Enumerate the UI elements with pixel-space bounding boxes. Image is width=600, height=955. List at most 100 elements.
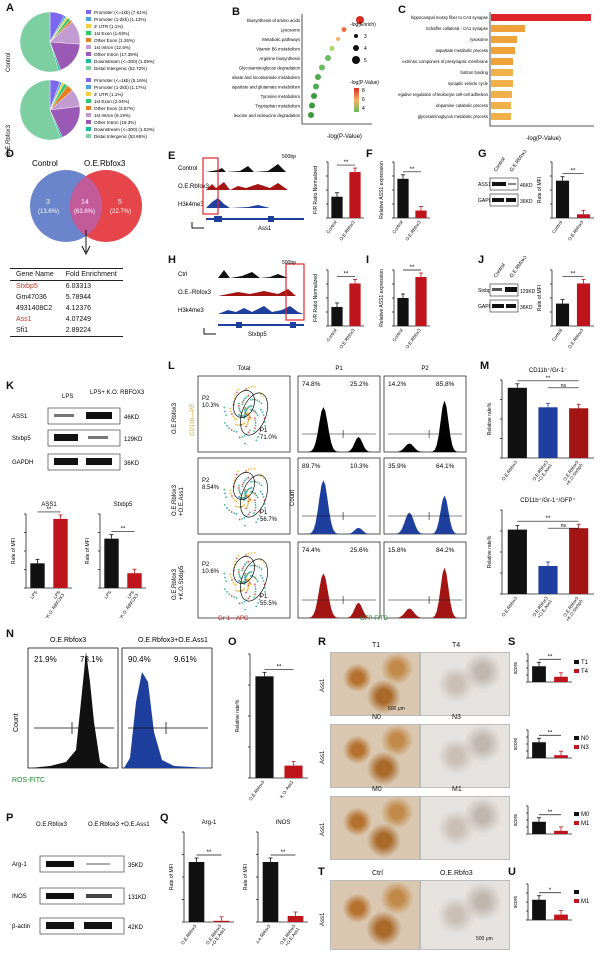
tick-label: O.E.Rbfox3 (567, 327, 585, 349)
bar (491, 80, 513, 87)
bar (491, 91, 512, 98)
gate-pct: 64.1% (436, 463, 455, 470)
chart-s-1: score ** T1 T4 (513, 653, 589, 683)
panel-label-u: U (508, 866, 516, 878)
venn-left-name: Control (32, 159, 58, 168)
panel-label-i: I (366, 254, 370, 266)
chart-title: ASS1 (41, 502, 57, 508)
chart-ylabel: score (513, 738, 519, 750)
panel-label-m: M (480, 360, 490, 372)
flow-ylabel-hist: Count (290, 490, 296, 506)
tick-label: O.E.Rbfox3 (404, 219, 422, 241)
bar (491, 25, 525, 32)
gate-label: 56.7% (260, 517, 278, 523)
ihc-label: N0 (372, 714, 381, 721)
bubble-point (341, 27, 347, 32)
tick-label: o.e Rbfox3 (255, 923, 272, 944)
panel-label-j: J (478, 254, 485, 266)
panel-c-bar-chart: hippocampal mossy fiber to CA3 synapse Sc… (398, 12, 594, 142)
significance-marker: ** (571, 271, 576, 277)
svg-text:129KD: 129KD (520, 289, 536, 295)
svg-text:O.E.Rbfox3: O.E.Rbfox3 (509, 256, 529, 279)
pie-legend-entry: 1st Exon (1.63%) (94, 31, 130, 36)
significance-marker: ** (546, 376, 551, 382)
panel-g-blot: Control O.E.Rbfox3 ASS1 GAPDH 46KD 36KD (478, 150, 533, 207)
gene-name: Ass1 (258, 226, 272, 232)
pie-legend-entry: 3' UTR (1.1%) (94, 92, 123, 97)
bubble-term: Biosynthesis of amino acids (247, 18, 300, 23)
panel-b-size-title: -log(Enrich) (350, 22, 376, 28)
venn-right-pct: (22.7%) (110, 209, 131, 215)
svg-text:21.9%: 21.9% (34, 655, 57, 664)
bubble-term: Tyrosine metabolism (261, 94, 301, 99)
table-header-gene: Gene Name (16, 271, 54, 278)
significance-marker: ** (281, 850, 286, 856)
panel-label-d: D (6, 148, 14, 160)
svg-text:O.E.Rbfox3: O.E.Rbfox3 (50, 637, 86, 644)
pie-legend-entry: Downstream (<=300) (1.02%) (94, 127, 155, 132)
panel-label-b: B (232, 6, 240, 18)
chart-ylabel: score (513, 662, 519, 674)
tick-label: Control (325, 328, 337, 343)
bubble-term: Lysosome (281, 28, 301, 33)
histogram (386, 495, 464, 534)
legend-entry: M1 (581, 821, 590, 827)
svg-text:5: 5 (364, 58, 367, 64)
chart-title: Stxbp5 (114, 502, 133, 508)
bar (554, 830, 568, 834)
svg-text:6: 6 (362, 97, 365, 103)
tick-label: O.E.Rbfox3 (338, 219, 356, 241)
bar (491, 14, 591, 21)
chart-e-bar: F/R Ratio Normalized Control O.E.Rbfox3 ** (313, 160, 364, 242)
significance-marker: ** (546, 516, 551, 522)
bubble-point (336, 37, 340, 41)
venn-mid-count: 14 (81, 199, 89, 206)
bar-term: hippocampal mossy fiber to CA3 synapse (411, 15, 489, 20)
pie-legend-entry: 1st Intron (9.19%) (94, 113, 131, 118)
chart-ylabel: Relative rate% (487, 402, 493, 435)
legend-entry: M0 (581, 812, 590, 818)
legend-entry: T4 (581, 669, 589, 675)
gate-label: P1 (260, 510, 268, 516)
pie-legend-entry: Promoter (1-2kb) (1.13%) (94, 17, 147, 22)
track-label: H3k4me3 (178, 308, 204, 314)
panel-label-c: C (398, 4, 406, 16)
pie-legend-entry: Other Intron (19.3%) (94, 120, 136, 125)
chart-ylabel: Relative ASS1 expression (379, 269, 385, 327)
panel-label-s: S (508, 636, 516, 648)
panel-n-histograms: O.E.Rbfox3 O.E.Rbfox3+O.E.Ass1 21.9% 78.… (12, 637, 213, 784)
flow-xlabel-hist: GFP-FITC (360, 616, 388, 622)
chart-g-bar: Rate of MFI Control O.E.Rbfox3 ** (537, 161, 594, 242)
tick-label: O.E.Rbfox3 (248, 779, 266, 801)
bar (555, 180, 570, 218)
gate-label: P2 (202, 562, 210, 568)
bar (349, 172, 361, 218)
panel-label-o: O (228, 636, 237, 648)
gate-pct: 10.3% (350, 463, 369, 470)
svg-text:INOS: INOS (12, 894, 27, 900)
pie-legend-entry: Promoter (<=1kb) (7.61%) (94, 10, 148, 15)
pie-legend-entry: Other Intron (17.39%) (94, 52, 139, 57)
ihc-image (330, 880, 420, 950)
bar (331, 306, 343, 326)
bar (127, 573, 142, 588)
bar (491, 113, 511, 120)
ihc-label: T4 (452, 642, 461, 649)
bar-term: dopamine catabolic process (436, 103, 488, 108)
histogram (386, 567, 464, 618)
panel-j-blot: Control O.E.Rbfox3 Stxbp5 GAPDH 129KD 36… (478, 256, 536, 313)
pie-legend-entry: Promoter (<=1kb) (5.16%) (94, 78, 148, 83)
gate-pct: 84.2% (436, 547, 455, 554)
venn-right-name: O.E.Rbfox3 (84, 159, 126, 168)
chart-ylabel: Rate of MFI (537, 177, 543, 203)
bubble-term: Glycosaminoglycan degradation (239, 66, 301, 71)
ihc-label: O.E.Rbfo3 (440, 870, 473, 877)
ihc-label: Ass1 (320, 912, 326, 926)
significance-marker: ** (410, 167, 415, 173)
pie-slice (49, 106, 81, 138)
bar-term: lysosome (470, 37, 488, 42)
bar-term: negative regulation of leukocyte cell-ce… (398, 92, 489, 97)
panel-label-e: E (168, 150, 176, 162)
significance-marker: ** (571, 169, 576, 175)
